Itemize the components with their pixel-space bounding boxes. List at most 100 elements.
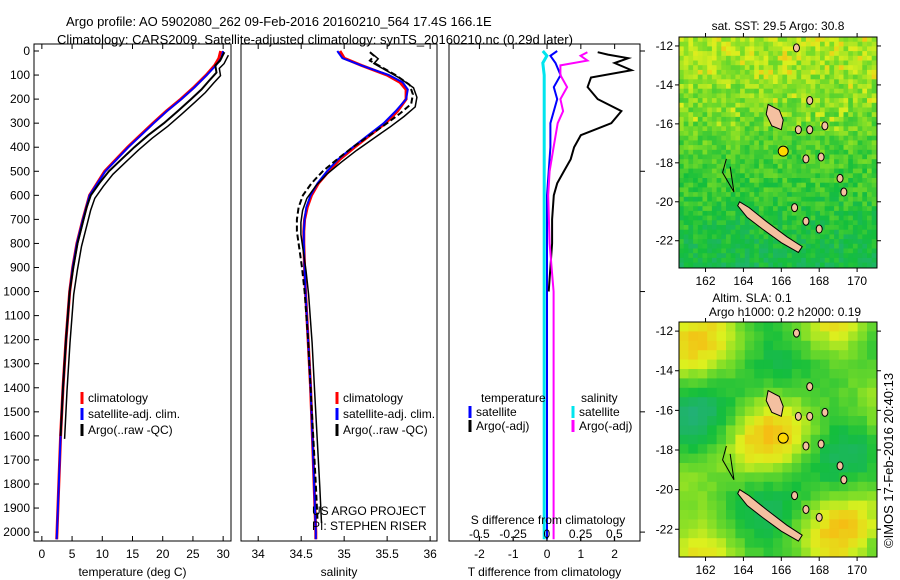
series-line-satellite-adj-clim- xyxy=(55,50,225,540)
y-tick-label: 300 xyxy=(10,116,30,130)
legend-label: Argo(..raw -QC) xyxy=(88,423,173,437)
y-tick-label: 1800 xyxy=(3,477,30,491)
x-tick-label: 35 xyxy=(337,547,351,561)
y-tick-label: 0 xyxy=(23,44,30,58)
plot-frame xyxy=(448,43,641,542)
legend-label: satellite xyxy=(476,405,517,419)
panel-difference: -2 -1 0 1 2 T difference from climatology temp… xyxy=(448,43,645,579)
legend-label: Argo(-adj) xyxy=(476,419,529,433)
series-line-t-argo-adj- xyxy=(547,51,635,292)
lat-tick-label: -22 xyxy=(656,234,674,248)
island xyxy=(794,125,802,135)
island xyxy=(840,187,848,197)
y-tick-label: 100 xyxy=(10,68,30,82)
lat-tick-label: -20 xyxy=(656,195,674,209)
legend-label: Argo(..raw -QC) xyxy=(343,423,428,437)
island xyxy=(821,407,829,417)
x-axis-label: T difference from climatology xyxy=(468,565,622,579)
x-axis-label: temperature (deg C) xyxy=(78,565,186,579)
x-tick-label: 20 xyxy=(156,547,170,561)
island-new-caledonia xyxy=(737,488,803,542)
argo-location-marker xyxy=(777,432,789,444)
x-tick-label: 30 xyxy=(216,547,230,561)
legend-header-temperature: temperature xyxy=(481,391,546,405)
map-panel-sla: 162 164 166 168 170 -12 -14 -16 -18 -20 -22 Altim. … xyxy=(656,291,881,577)
lon-tick-label: 164 xyxy=(733,563,753,577)
map-frame xyxy=(678,321,878,558)
legend-label: Argo(-adj) xyxy=(579,419,632,433)
island xyxy=(802,504,810,514)
x-tick-label: 25 xyxy=(186,547,200,561)
lat-tick-label: -20 xyxy=(656,483,674,497)
x-tick-label: 36 xyxy=(423,547,437,561)
lon-tick-label: 166 xyxy=(771,274,791,288)
lat-tick-label: -14 xyxy=(656,364,674,378)
x-tick-label: 34 xyxy=(252,547,266,561)
x-tick-label: 0 xyxy=(39,547,46,561)
island xyxy=(792,43,800,53)
legend-label: satellite-adj. clim. xyxy=(88,407,180,421)
lon-tick-label: 168 xyxy=(809,563,829,577)
island xyxy=(802,216,810,226)
x-tick-label: 15 xyxy=(126,547,140,561)
lat-tick-label: -14 xyxy=(656,78,674,92)
y-tick-label: 600 xyxy=(10,188,30,202)
lon-tick-label: 166 xyxy=(771,563,791,577)
island xyxy=(791,203,799,213)
series-line-argo-shadow xyxy=(63,54,230,439)
island xyxy=(836,461,844,471)
lat-tick-label: -12 xyxy=(656,39,674,53)
lon-tick-label: 170 xyxy=(847,563,867,577)
argo-location-marker xyxy=(777,145,789,157)
x-tick-label: 35.5 xyxy=(375,547,399,561)
island xyxy=(802,441,810,451)
series-line-argo-shadow xyxy=(300,54,418,524)
series-line-s-argo-adj- xyxy=(547,51,590,540)
island xyxy=(802,154,810,164)
series-line-s-satellite xyxy=(541,50,549,540)
y-tick-label: 400 xyxy=(10,140,30,154)
plot-frame xyxy=(33,43,232,542)
island xyxy=(794,411,802,421)
map-panel-sst: 162 164 166 168 170 -12 -14 -16 -18 -20 -22 sat. SS… xyxy=(656,19,881,288)
y-tick-label: 1300 xyxy=(3,357,30,371)
lat-tick-label: -16 xyxy=(656,403,674,417)
island xyxy=(806,95,814,105)
map-subtitle: Argo h1000: 0.2 h2000: 0.19 xyxy=(709,305,861,319)
island xyxy=(817,152,825,162)
annotation: PI: STEPHEN RISER xyxy=(312,519,427,533)
y-tick-label: 200 xyxy=(10,92,30,106)
series-line-argo-raw-qc- xyxy=(295,51,414,521)
s-tick-label: 0.5 xyxy=(606,527,623,541)
copyright-label: ©IMOS 17-Feb-2016 20:40:13 xyxy=(881,373,896,548)
island xyxy=(815,512,823,522)
island xyxy=(792,328,800,338)
island xyxy=(840,475,848,485)
island xyxy=(806,382,814,392)
y-tick-label: 1500 xyxy=(3,405,30,419)
panel-temperature: 0100200300400500600700800900100011001200… xyxy=(3,43,232,579)
reef-outline xyxy=(722,158,735,193)
y-tick-label: 2000 xyxy=(3,525,30,539)
island xyxy=(817,439,825,449)
x-tick-label: 0 xyxy=(544,547,551,561)
lat-tick-label: -12 xyxy=(656,324,674,338)
island-espiritu-santo xyxy=(765,103,784,131)
lon-tick-label: 162 xyxy=(696,563,716,577)
annotation: US ARGO PROJECT xyxy=(312,504,427,518)
y-tick-label: 1200 xyxy=(3,333,30,347)
legend-label: climatology xyxy=(88,391,148,405)
s-tick-label: 0 xyxy=(544,527,551,541)
reef-outline xyxy=(722,445,735,480)
map-colour-grid xyxy=(679,37,877,268)
legend-header-salinity: salinity xyxy=(581,391,618,405)
island xyxy=(836,173,844,183)
lat-tick-label: -18 xyxy=(656,443,674,457)
legend-label: satellite xyxy=(579,405,620,419)
title-line-1: Argo profile: AO 5902080_262 09-Feb-2016… xyxy=(66,14,492,29)
x-tick-label: -2 xyxy=(474,547,485,561)
legend-label: satellite-adj. clim. xyxy=(343,407,435,421)
lat-tick-label: -18 xyxy=(656,156,674,170)
y-tick-label: 1100 xyxy=(4,309,30,323)
